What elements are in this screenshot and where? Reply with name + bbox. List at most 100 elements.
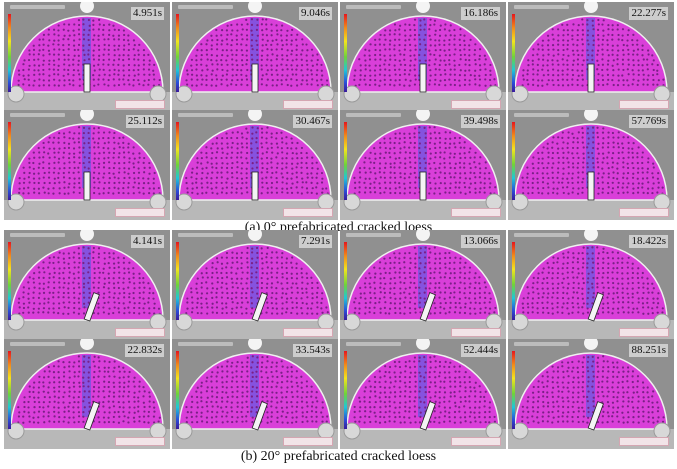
dic-frame: 4.951s (4, 2, 170, 112)
dic-frame: 16.186s (340, 2, 506, 112)
timestamp-label: 9.046s (298, 7, 332, 20)
strain-concentration-band (586, 246, 595, 308)
timestamp-label: 22.832s (125, 344, 164, 357)
info-box (115, 100, 165, 109)
dic-frame: 30.467s (172, 110, 338, 220)
legend-title-bar (178, 233, 233, 237)
strain-colorbar (344, 242, 347, 320)
strain-colorbar (8, 351, 11, 429)
specimen-image (508, 230, 674, 340)
loading-pin (584, 230, 598, 241)
loading-pin (80, 230, 94, 241)
dic-frame: 22.277s (508, 2, 674, 112)
strain-concentration-band (586, 126, 595, 188)
prefabricated-crack (83, 171, 91, 201)
timestamp-label: 4.141s (130, 235, 164, 248)
left-support (175, 193, 193, 211)
info-box (619, 208, 669, 217)
specimen-image (340, 2, 506, 112)
timestamp-label: 16.186s (461, 7, 500, 20)
strain-colorbar (344, 122, 347, 200)
dic-frame: 22.832s (4, 339, 170, 449)
info-box (283, 328, 333, 337)
legend-title-bar (346, 233, 401, 237)
legend-title-bar (178, 5, 233, 9)
strain-colorbar (512, 242, 515, 320)
strain-concentration-band (82, 18, 91, 80)
left-support (343, 193, 361, 211)
dic-frame: 57.769s (508, 110, 674, 220)
prefabricated-crack (587, 63, 595, 93)
strain-colorbar (512, 122, 515, 200)
prefabricated-crack (419, 292, 436, 322)
left-support (7, 422, 25, 440)
figure-caption: (b) 20° prefabricated cracked loess (240, 449, 437, 464)
speckle-markers (353, 246, 497, 315)
info-box (451, 328, 501, 337)
specimen-image (172, 2, 338, 112)
left-support (343, 85, 361, 103)
prefabricated-crack (419, 401, 436, 431)
strain-colorbar (176, 351, 179, 429)
specimen-image (340, 110, 506, 220)
specimen-image (340, 230, 506, 340)
specimen-image (172, 230, 338, 340)
speckle-markers (185, 18, 329, 87)
timestamp-label: 33.543s (293, 344, 332, 357)
loading-pin (80, 110, 94, 121)
left-support (175, 313, 193, 331)
timestamp-label: 30.467s (293, 115, 332, 128)
specimen-image (4, 230, 170, 340)
specimen-image (4, 2, 170, 112)
strain-concentration-band (250, 246, 259, 308)
strain-concentration-band (250, 355, 259, 417)
speckle-markers (521, 18, 665, 87)
speckle-markers (18, 126, 161, 195)
strain-colorbar (512, 14, 515, 92)
strain-colorbar (8, 14, 11, 92)
speckle-markers (521, 355, 665, 424)
timestamp-label: 13.066s (461, 235, 500, 248)
loading-pin (416, 339, 430, 350)
strain-concentration-band (418, 18, 427, 80)
info-box (115, 328, 165, 337)
strain-concentration-band (418, 126, 427, 188)
strain-concentration-band (250, 18, 259, 80)
timestamp-label: 39.498s (461, 115, 500, 128)
left-support (175, 422, 193, 440)
dic-frame: 52.444s (340, 339, 506, 449)
timestamp-label: 22.277s (629, 7, 668, 20)
prefabricated-crack (587, 292, 604, 322)
specimen-image (172, 110, 338, 220)
speckle-markers (353, 18, 497, 87)
speckle-markers (185, 246, 329, 315)
loading-pin (416, 2, 430, 13)
prefabricated-crack (251, 171, 259, 201)
left-support (511, 193, 529, 211)
loading-pin (416, 230, 430, 241)
legend-title-bar (10, 342, 65, 346)
legend-title-bar (514, 5, 569, 9)
timestamp-label: 4.951s (130, 7, 164, 20)
strain-colorbar (344, 351, 347, 429)
info-box (451, 437, 501, 446)
timestamp-label: 88.251s (629, 344, 668, 357)
speckle-markers (17, 355, 161, 424)
timestamp-label: 25.112s (125, 115, 164, 128)
prefabricated-crack (587, 401, 604, 431)
dic-frame: 9.046s (172, 2, 338, 112)
legend-title-bar (514, 113, 569, 117)
legend-title-bar (514, 233, 569, 237)
legend-title-bar (10, 113, 65, 117)
info-box (619, 328, 669, 337)
dic-frame: 88.251s (508, 339, 674, 449)
timestamp-label: 18.422s (629, 235, 668, 248)
speckle-markers (353, 126, 497, 195)
timestamp-label: 57.769s (629, 115, 668, 128)
legend-title-bar (178, 342, 233, 346)
strain-colorbar (344, 14, 347, 92)
speckle-markers (353, 355, 496, 424)
legend-title-bar (10, 5, 65, 9)
specimen-image (340, 339, 506, 449)
loading-pin (584, 339, 598, 350)
